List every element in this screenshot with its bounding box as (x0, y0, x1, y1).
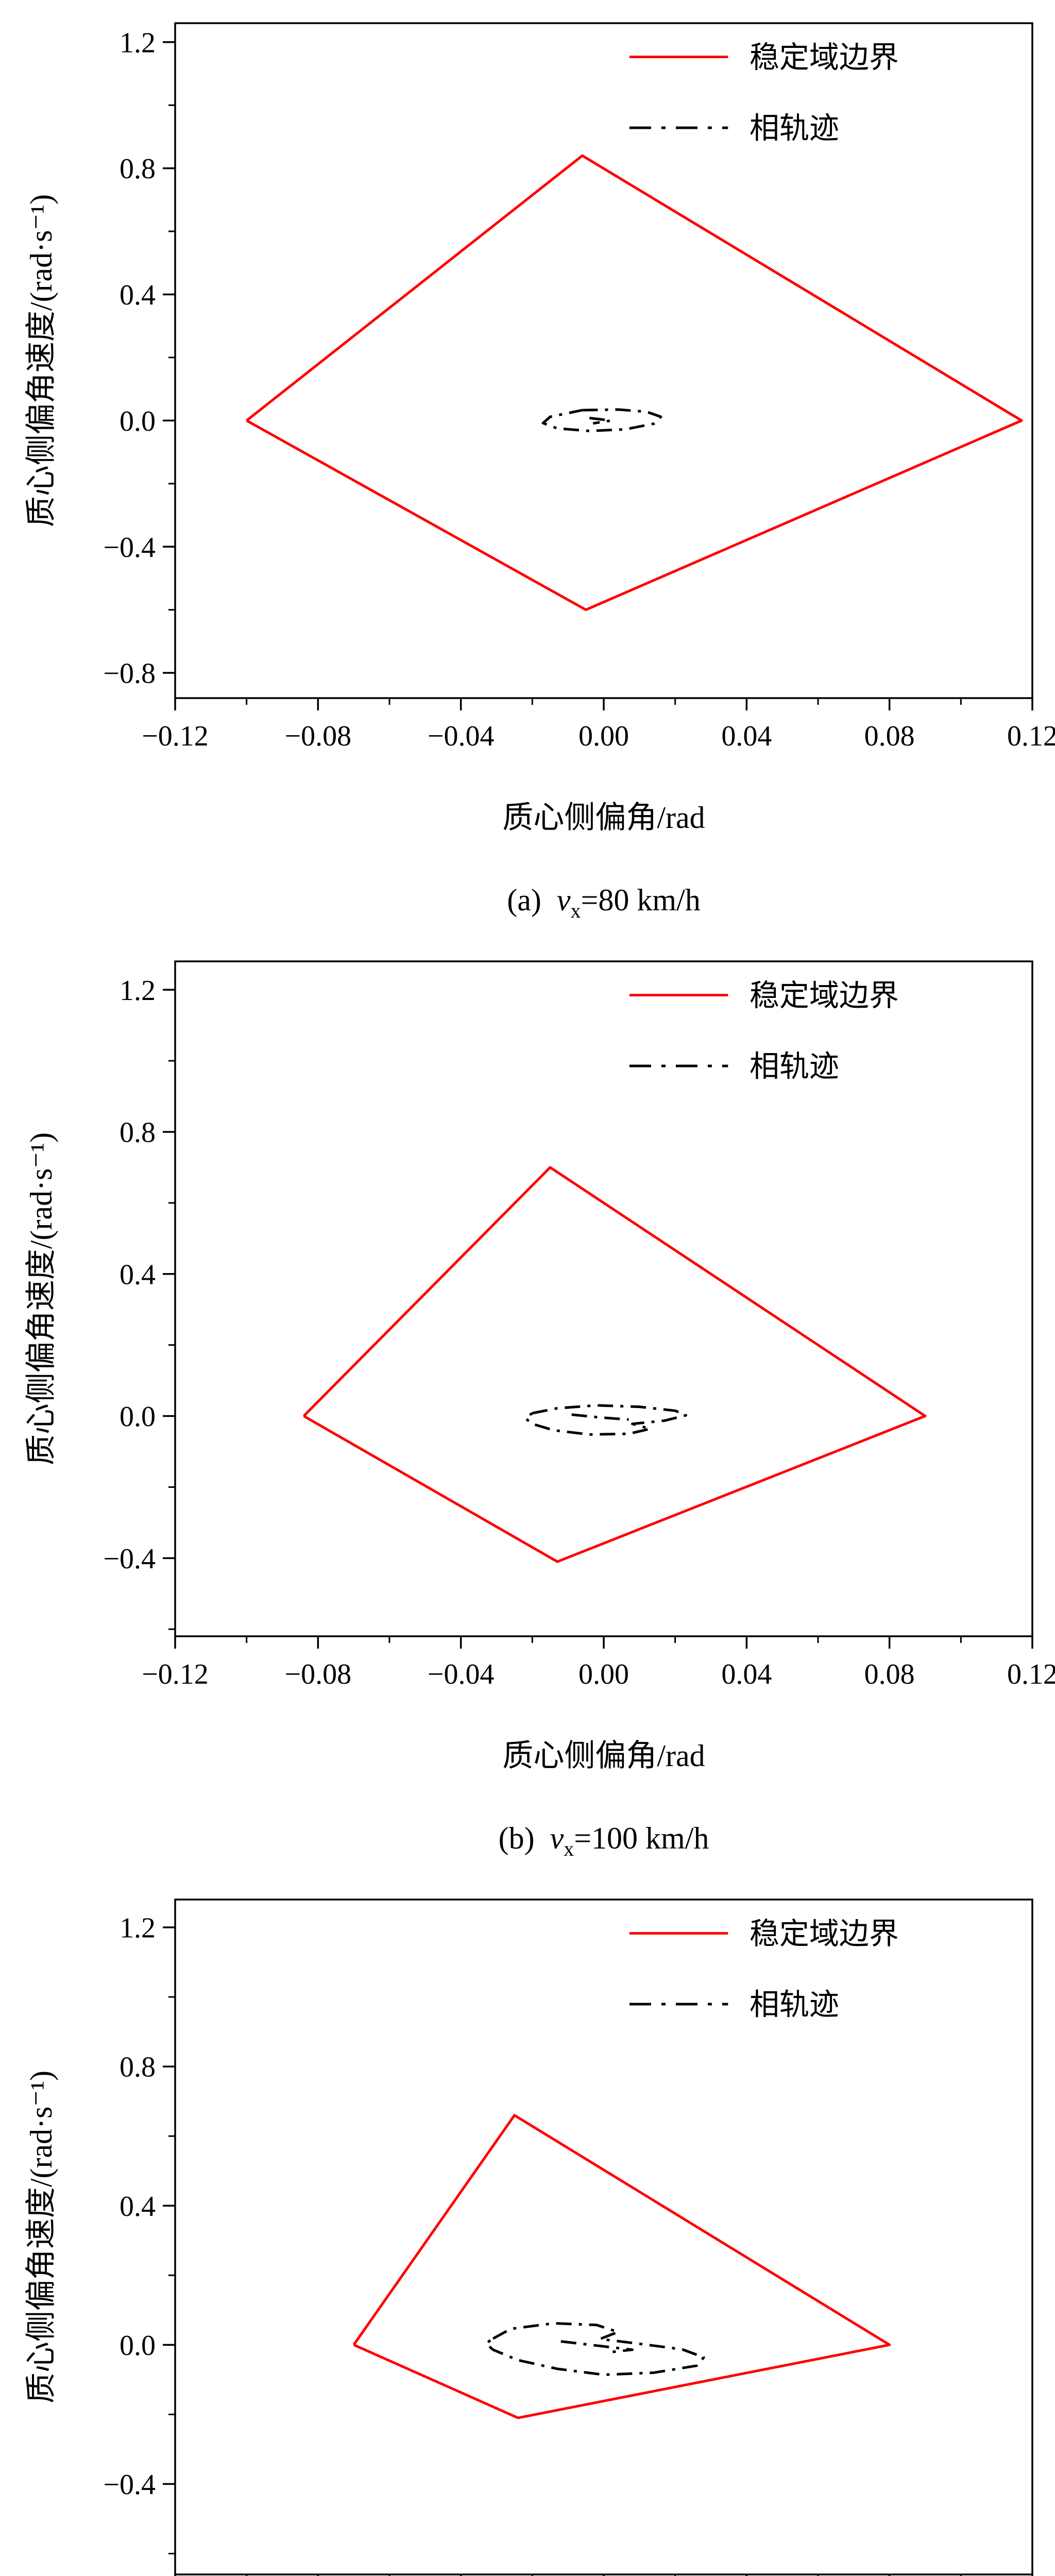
x-tick-label: −0.08 (285, 720, 352, 752)
y-tick-label: 0.0 (120, 1401, 156, 1433)
phase-trajectory-line (571, 1413, 629, 1421)
y-tick-label: −0.8 (103, 658, 156, 690)
legend-label: 稳定域边界 (750, 979, 899, 1012)
y-tick-label: 0.0 (120, 405, 156, 437)
phase-trajectory-line (524, 1404, 687, 1436)
y-tick-label: −0.4 (103, 1543, 156, 1575)
x-tick-label: −0.08 (285, 1658, 352, 1690)
x-tick-label: 0.04 (721, 720, 772, 752)
legend-label: 稳定域边界 (750, 41, 899, 74)
x-tick-label: 0.04 (721, 1658, 772, 1690)
chart-section-b: −0.12 −0.08 −0.04 0.00 0.04 0.08 0.12 −0.4 0.0 0.… (0, 938, 1055, 1876)
y-tick-label: 1.2 (120, 1912, 156, 1944)
x-tick-label: −0.04 (428, 1658, 495, 1690)
y-tick-label: 0.8 (120, 1117, 156, 1149)
x-tick-label: 0.12 (1007, 720, 1055, 752)
x-tick-label: 0.08 (864, 720, 915, 752)
y-tick-label: 0.4 (120, 2191, 156, 2223)
stability-boundary-line (246, 154, 1023, 612)
y-tick-label: 0.8 (120, 153, 156, 185)
x-tick-label: 0.00 (578, 1658, 629, 1690)
y-tick-label: 0.0 (120, 2330, 156, 2362)
stability-boundary-line (302, 1166, 927, 1563)
x-tick-label: 0.00 (578, 720, 629, 752)
y-tick-label: −0.4 (103, 532, 156, 564)
plot-frame (174, 960, 1033, 1637)
chart-c-vx-120: −0.12−0.08−0.040.000.040.080.12−0.40.00.… (0, 1876, 1055, 2576)
panel-caption: (a) vx=80 km/h (507, 883, 700, 922)
y-tick-label: 1.2 (120, 975, 156, 1007)
phase-trajectory-line (560, 2340, 634, 2354)
legend-label: 相轨迹 (750, 111, 839, 145)
plot-frame (174, 1899, 1033, 2575)
panel-caption: (b) vx=100 km/h (499, 1821, 709, 1860)
y-tick-label: 0.8 (120, 2052, 156, 2083)
x-axis-label: 质心侧偏角/rad (502, 801, 705, 835)
x-tick-label: 0.08 (864, 1658, 915, 1690)
legend-label: 相轨迹 (750, 1049, 839, 1083)
x-tick-label: −0.12 (142, 720, 209, 752)
stability-boundary-line (352, 2114, 891, 2419)
y-tick-label: −0.4 (103, 2469, 156, 2501)
x-tick-label: 0.12 (1007, 1658, 1055, 1690)
phase-trajectory-line (589, 416, 612, 425)
y-axis-label: 质心侧偏角速度/(rad·s⁻¹) (24, 2071, 58, 2403)
x-axis-label: 质心侧偏角/rad (502, 1739, 705, 1773)
chart-a-vx-80: −0.12 −0.08 −0.04 0.00 0.04 0.08 0.12 −0.8 −0.4 0… (0, 0, 1055, 938)
x-tick-label: −0.04 (428, 720, 495, 752)
phase-trajectory-line (484, 2322, 705, 2376)
chart-b-vx-100: −0.12 −0.08 −0.04 0.00 0.04 0.08 0.12 −0.4 0.0 0.… (0, 938, 1055, 1876)
y-axis-label: 质心侧偏角速度/(rad·s⁻¹) (24, 1132, 58, 1465)
legend-label: 相轨迹 (750, 1988, 839, 2021)
plot-frame (174, 22, 1033, 699)
y-tick-label: 0.4 (120, 1259, 156, 1291)
y-axis-label: 质心侧偏角速度/(rad·s⁻¹) (24, 194, 58, 527)
y-tick-label: 1.2 (120, 27, 156, 59)
y-tick-label: 0.4 (120, 279, 156, 311)
x-tick-label: −0.12 (142, 1658, 209, 1690)
phase-trajectory-line (541, 408, 662, 432)
legend-label: 稳定域边界 (750, 1917, 899, 1951)
chart-section-c: −0.12−0.08−0.040.000.040.080.12−0.40.00.… (0, 1876, 1055, 2576)
chart-section-a: −0.12 −0.08 −0.04 0.00 0.04 0.08 0.12 −0.8 −0.4 0… (0, 0, 1055, 938)
